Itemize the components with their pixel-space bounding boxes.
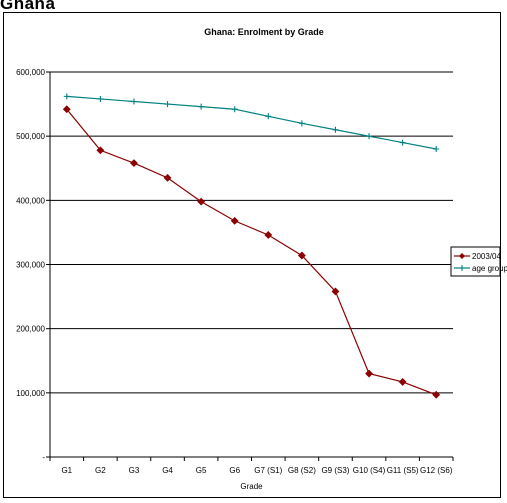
data-point <box>332 126 339 133</box>
x-tick-label: G4 <box>162 466 173 475</box>
data-point <box>198 103 205 110</box>
y-tick-labels: - 100,000 200,000 300,000 400,000 500,000 600,… <box>16 68 45 462</box>
x-tick-label: G10 (S4) <box>353 466 386 475</box>
x-tick-label: G9 (S3) <box>321 466 349 475</box>
data-point <box>365 369 373 378</box>
data-point <box>164 101 171 108</box>
y-tick-label: - <box>42 453 45 462</box>
data-point <box>432 390 441 399</box>
data-point <box>63 93 70 100</box>
gridlines <box>46 71 454 461</box>
y-tick-label: 500,000 <box>16 132 45 141</box>
data-point <box>298 120 305 127</box>
x-tick-label: G11 (S5) <box>387 466 419 475</box>
data-point <box>231 106 238 113</box>
data-point <box>297 251 306 260</box>
legend-box <box>450 246 501 277</box>
legend-label: 2003/04 <box>472 252 501 261</box>
data-point <box>163 173 172 182</box>
chart-title: Ghana: Enrolment by Grade <box>204 27 324 37</box>
y-tick-label: 300,000 <box>16 261 45 270</box>
x-tick-labels: G1 G2 G3 G4 G5 G6 G7 (S1) G8 (S2) G9 (S3) G10 (S4… <box>61 466 452 475</box>
legend-marker <box>459 253 465 259</box>
series-line <box>66 95 437 150</box>
data-point <box>230 216 239 225</box>
y-tick-label: 600,000 <box>16 68 45 77</box>
series-group <box>62 93 441 399</box>
x-tick-label: G3 <box>129 466 140 475</box>
data-point <box>331 287 340 296</box>
series-line <box>66 108 437 396</box>
x-tick-label: G2 <box>95 466 106 475</box>
data-point <box>130 98 137 105</box>
data-point <box>264 231 273 239</box>
y-tick-label: 400,000 <box>16 196 45 205</box>
legend-label: age group <box>472 264 507 273</box>
x-tick-label: G5 <box>196 466 207 475</box>
data-point <box>265 113 272 120</box>
data-point <box>433 146 440 152</box>
y-tick-label: 200,000 <box>16 325 45 334</box>
legend: 2003/04 age group <box>450 246 507 277</box>
data-point <box>197 197 206 206</box>
data-point <box>399 139 406 146</box>
x-tick-label: G8 (S2) <box>288 466 316 475</box>
data-point <box>62 105 71 114</box>
y-tick-label: 100,000 <box>16 389 45 398</box>
data-point <box>366 133 373 140</box>
x-tick-label: G7 (S1) <box>254 466 282 475</box>
data-point <box>130 159 138 168</box>
data-point <box>96 146 105 155</box>
x-tick-label: G1 <box>61 466 72 475</box>
x-tick-label: G12 (S6) <box>420 466 453 475</box>
x-tick-label: G6 <box>229 466 240 475</box>
data-point <box>97 95 104 102</box>
page-heading: Ghana <box>0 0 56 13</box>
data-point <box>398 378 407 386</box>
legend-marker <box>459 265 465 271</box>
x-axis-title: Grade <box>240 482 263 491</box>
